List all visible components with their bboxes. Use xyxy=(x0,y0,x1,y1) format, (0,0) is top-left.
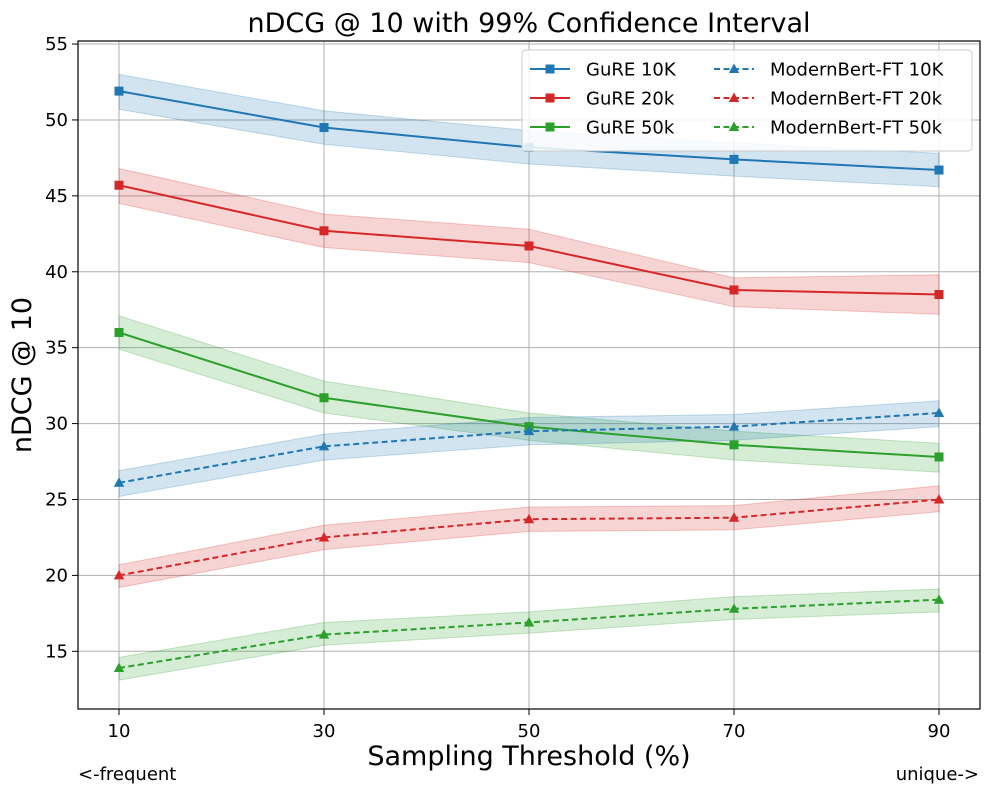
ci-band-gure-20k xyxy=(118,167,940,315)
data-point-gure-10k xyxy=(319,123,329,133)
legend-entry: GuRE 10K xyxy=(530,60,677,81)
x-tick-label: 70 xyxy=(723,721,746,742)
data-point-modernbert-ft-10k xyxy=(523,425,535,436)
y-tick-label: 35 xyxy=(45,338,68,359)
y-tick-label: 55 xyxy=(45,34,68,55)
legend-marker xyxy=(728,121,740,131)
x-axis-ticks: 10 30 50 70 90 xyxy=(108,709,951,742)
data-point-gure-20k xyxy=(114,180,124,190)
y-tick-label: 30 xyxy=(45,414,68,435)
data-point-modernbert-ft-20k xyxy=(728,512,740,522)
data-point-modernbert-ft-50k xyxy=(113,662,125,673)
data-point-modernbert-ft-50k xyxy=(318,629,330,639)
legend-marker xyxy=(545,122,555,132)
data-point-modernbert-ft-50k xyxy=(728,603,740,613)
x-tick-label: 10 xyxy=(108,721,131,742)
data-point-gure-10k xyxy=(934,165,944,175)
data-point-modernbert-ft-50k xyxy=(523,616,535,627)
legend-label: ModernBert-FT 50k xyxy=(770,118,943,139)
data-point-gure-50k xyxy=(319,393,329,403)
y-tick-label: 40 xyxy=(45,262,68,283)
legend-marker xyxy=(545,93,555,103)
data-point-modernbert-ft-10k xyxy=(113,477,125,487)
x-tick-label: 50 xyxy=(518,721,541,742)
y-axis-ticks: 15 20 25 30 35 40 45 50 55 xyxy=(45,34,78,662)
unique-annotation: unique-> xyxy=(895,764,979,785)
legend-marker xyxy=(728,92,740,102)
data-point-modernbert-ft-20k xyxy=(933,493,945,504)
data-point-modernbert-ft-20k xyxy=(318,531,330,542)
legend-entry: GuRE 20k xyxy=(530,89,675,110)
legend-marker xyxy=(545,64,555,74)
y-tick-label: 25 xyxy=(45,489,68,510)
data-point-gure-10k xyxy=(114,86,124,96)
y-tick-label: 50 xyxy=(45,110,68,131)
legend-entry: ModernBert-FT 50k xyxy=(714,118,943,139)
data-point-modernbert-ft-10k xyxy=(728,421,740,431)
data-point-modernbert-ft-20k xyxy=(113,569,125,580)
ci-band-modernbert-ft-20k xyxy=(118,485,940,589)
data-point-gure-20k xyxy=(934,290,944,300)
data-point-gure-10k xyxy=(729,154,739,164)
legend: GuRE 10K GuRE 20k GuRE 50k ModernBert-FT 10… xyxy=(521,49,973,152)
data-point-modernbert-ft-20k xyxy=(523,513,535,524)
y-axis-label: nDCG @ 10 xyxy=(7,297,38,453)
data-point-modernbert-ft-10k xyxy=(318,440,330,451)
y-tick-label: 15 xyxy=(45,641,68,662)
legend-entry: ModernBert-FT 20k xyxy=(714,89,943,110)
legend-label: GuRE 50k xyxy=(586,118,675,139)
data-point-gure-20k xyxy=(319,226,329,236)
frequent-annotation: <-frequent xyxy=(78,764,177,785)
data-point-modernbert-ft-10k xyxy=(933,407,945,417)
legend-entry: GuRE 50k xyxy=(530,118,675,139)
y-tick-label: 45 xyxy=(45,186,68,207)
legend-label: ModernBert-FT 20k xyxy=(770,89,943,110)
x-tick-label: 30 xyxy=(313,721,336,742)
data-point-gure-20k xyxy=(729,285,739,295)
data-point-gure-50k xyxy=(114,327,124,337)
legend-marker xyxy=(728,63,740,73)
ci-band-gure-50k xyxy=(118,315,940,473)
data-point-gure-20k xyxy=(524,241,534,251)
data-point-modernbert-ft-50k xyxy=(933,594,945,604)
legend-label: GuRE 20k xyxy=(586,89,675,110)
x-axis-label: Sampling Threshold (%) xyxy=(367,741,690,772)
legend-label: ModernBert-FT 10K xyxy=(770,60,945,81)
chart-title: nDCG @ 10 with 99% Confidence Interval xyxy=(247,8,810,39)
y-tick-label: 20 xyxy=(45,565,68,586)
x-tick-label: 90 xyxy=(928,721,951,742)
legend-entry: ModernBert-FT 10K xyxy=(714,60,945,81)
legend-box xyxy=(521,49,973,152)
data-point-gure-50k xyxy=(729,440,739,450)
legend-label: GuRE 10K xyxy=(586,60,677,81)
data-point-gure-50k xyxy=(934,452,944,462)
